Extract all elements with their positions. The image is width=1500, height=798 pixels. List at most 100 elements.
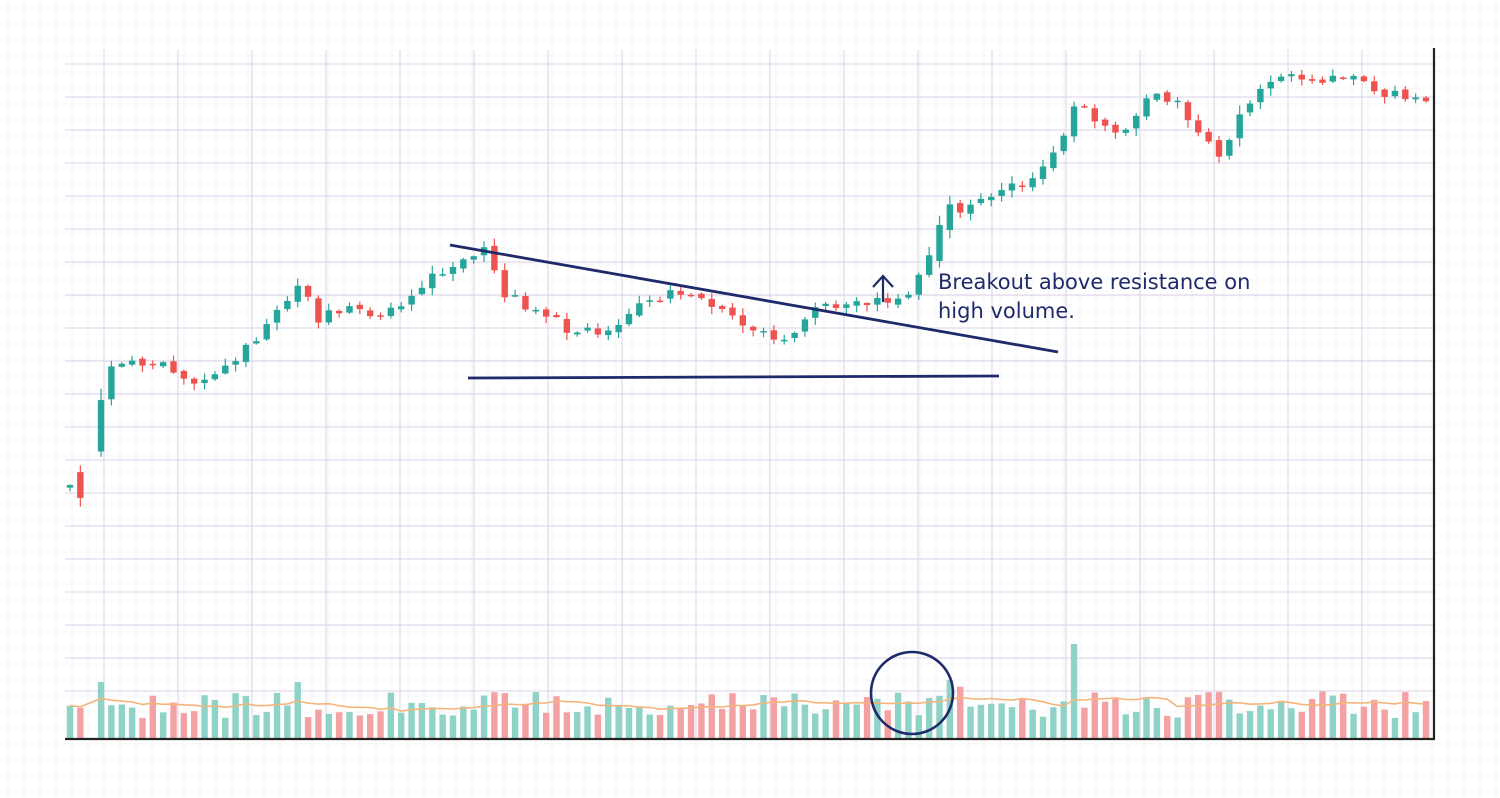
candle-up: [915, 274, 923, 295]
volume-bar: [315, 709, 322, 739]
candle-down: [563, 318, 571, 333]
candle-up: [511, 295, 519, 297]
candle-down: [739, 315, 747, 326]
volume-bar: [687, 705, 695, 739]
volume-bar: [905, 701, 912, 739]
annotation-line-2: high volume.: [938, 299, 1075, 323]
volume-bar: [1081, 707, 1088, 739]
candle-up: [66, 485, 74, 488]
volume-bar: [387, 692, 395, 739]
candle-up: [822, 303, 829, 306]
annotation-line-1: Breakout above resistance on: [938, 270, 1250, 294]
candle-down: [1215, 140, 1223, 157]
candle-down: [491, 245, 498, 271]
volume-bar: [708, 694, 715, 739]
volume-bar: [1267, 709, 1274, 739]
candle-down: [708, 298, 715, 307]
candle-down: [170, 361, 177, 373]
candle-down: [1308, 79, 1316, 81]
volume-bar: [211, 699, 219, 739]
volume-bar: [625, 707, 633, 739]
volume-bar: [1381, 709, 1388, 739]
candle-up: [1246, 103, 1254, 113]
volume-bar: [853, 704, 860, 739]
volume-bar: [408, 702, 415, 739]
volume-bar: [1215, 691, 1223, 739]
candle-up: [201, 379, 208, 384]
volume-bar: [242, 695, 250, 739]
volume-bar: [1308, 699, 1316, 739]
candle-up: [429, 273, 436, 289]
candle-down: [304, 285, 312, 297]
volume-bar: [470, 709, 477, 739]
candle-up: [1029, 178, 1036, 188]
candle-down: [315, 298, 322, 323]
candle-up: [108, 366, 115, 400]
candle-down: [1339, 77, 1347, 79]
volume-bar: [1019, 698, 1026, 739]
candle-up: [573, 332, 581, 335]
volume-bar: [222, 717, 229, 739]
volume-bar: [1236, 713, 1243, 739]
volume-bar: [1246, 711, 1254, 739]
candle-up: [325, 310, 332, 323]
volume-bar: [1184, 697, 1192, 739]
volume-bar: [366, 714, 374, 739]
candle-up: [346, 306, 353, 313]
candle-up: [1174, 100, 1181, 103]
candle-up: [946, 204, 954, 231]
candle-down: [594, 328, 602, 335]
volume-bar: [646, 714, 653, 739]
volume-bar: [1091, 692, 1098, 739]
volume-bar: [1371, 699, 1378, 739]
volume-bar: [615, 706, 622, 739]
volume-bar: [749, 709, 757, 739]
candle-down: [1360, 76, 1368, 82]
resistance-trendline: [449, 243, 1059, 354]
candle-up: [449, 266, 457, 274]
volume-bar: [139, 717, 146, 739]
volume-bar: [77, 707, 84, 739]
candle-down: [1019, 185, 1026, 187]
volume-bar: [594, 714, 602, 739]
volume-bar: [66, 705, 74, 739]
volume-bar: [667, 705, 674, 739]
volume-bar: [201, 695, 208, 739]
candle-down: [718, 306, 726, 309]
candle-up: [263, 324, 270, 340]
candle-up: [1267, 81, 1274, 89]
volume-bar: [542, 712, 550, 739]
volume-bar: [894, 692, 902, 739]
candle-up: [615, 324, 622, 333]
candle-up: [998, 190, 1005, 196]
candle-up: [1060, 135, 1067, 152]
candle-up: [636, 303, 643, 316]
candle-down: [1091, 108, 1098, 122]
volume-bar: [791, 693, 798, 739]
candle-down: [1101, 119, 1109, 126]
volume-bar: [770, 697, 778, 739]
volume-bar: [1329, 695, 1337, 739]
volume-bar: [170, 702, 177, 739]
candle-up: [1153, 93, 1161, 100]
candle-down: [77, 472, 84, 498]
candle-down: [884, 298, 891, 303]
candle-up: [1143, 98, 1150, 117]
candle-down: [698, 293, 705, 299]
candle-up: [128, 360, 136, 365]
volume-bar: [491, 692, 498, 739]
candle-up: [1132, 115, 1140, 129]
candle-up: [232, 361, 239, 365]
candle-up: [418, 287, 426, 295]
candle-up: [1350, 75, 1357, 80]
candle-down: [956, 203, 964, 213]
volume-bar: [128, 707, 136, 739]
candle-up: [1257, 88, 1264, 103]
candle-up: [408, 295, 415, 305]
volume-bar: [956, 686, 964, 739]
volume-bar: [801, 704, 809, 739]
candle-up: [1070, 106, 1078, 137]
volume-bar: [429, 707, 436, 739]
